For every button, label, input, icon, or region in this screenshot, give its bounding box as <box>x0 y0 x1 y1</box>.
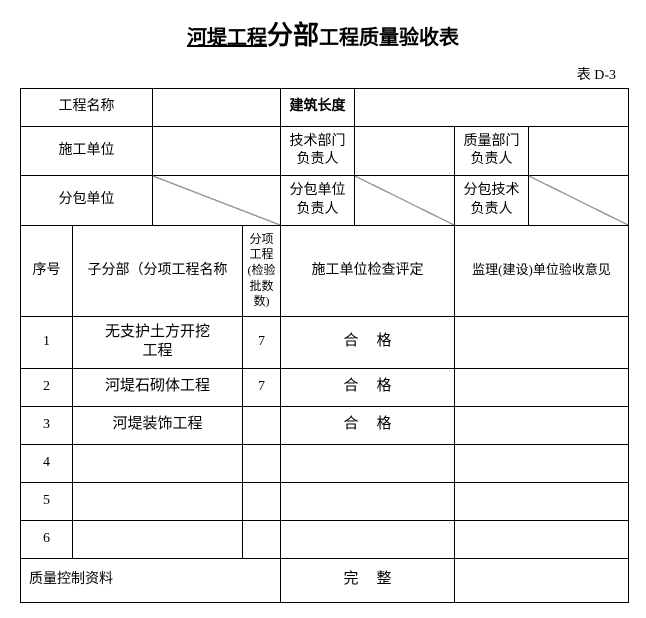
subcontract-tech-value <box>529 176 629 225</box>
subcontract-unit-value <box>153 176 281 225</box>
cell-check: 合格 <box>281 406 455 444</box>
col-check: 施工单位检查评定 <box>281 225 455 316</box>
cell-opinion <box>455 482 629 520</box>
table-row: 4 <box>21 444 629 482</box>
cell-batch: 7 <box>243 316 281 368</box>
cell-check <box>281 444 455 482</box>
cell-batch <box>243 482 281 520</box>
cell-name: 无支护土方开挖工程 <box>73 316 243 368</box>
cell-batch <box>243 406 281 444</box>
cell-name <box>73 520 243 558</box>
header-row-2: 施工单位 技术部门负责人 质量部门负责人 <box>21 127 629 176</box>
subcontract-unit-label: 分包单位 <box>21 176 153 225</box>
cell-name <box>73 444 243 482</box>
subcontract-tech-label: 分包技术负责人 <box>455 176 529 225</box>
building-length-label: 建筑长度 <box>281 89 355 127</box>
col-opinion: 监理(建设)单位验收意见 <box>455 225 629 316</box>
cell-opinion <box>455 406 629 444</box>
acceptance-table: 工程名称 建筑长度 施工单位 技术部门负责人 质量部门负责人 分包单位 分包单位… <box>20 88 629 603</box>
footer-row: 质量控制资料 完整 <box>21 558 629 602</box>
cell-check <box>281 520 455 558</box>
subcontract-unit-mgr-label: 分包单位负责人 <box>281 176 355 225</box>
quality-dept-value <box>529 127 629 176</box>
table-row: 6 <box>21 520 629 558</box>
page-title: 河堤工程分部工程质量验收表 <box>20 15 626 52</box>
cell-batch <box>243 520 281 558</box>
col-batch: 分项工程(检验批数数) <box>243 225 281 316</box>
tech-dept-value <box>355 127 455 176</box>
table-row: 2 河堤石砌体工程 7 合格 <box>21 368 629 406</box>
cell-name: 河堤装饰工程 <box>73 406 243 444</box>
col-name: 子分部（分项工程名称 <box>73 225 243 316</box>
table-code: 表 D-3 <box>20 64 626 84</box>
quality-control-label: 质量控制资料 <box>21 558 281 602</box>
construction-unit-value <box>153 127 281 176</box>
col-seq: 序号 <box>21 225 73 316</box>
cell-seq: 2 <box>21 368 73 406</box>
cell-batch: 7 <box>243 368 281 406</box>
cell-batch <box>243 444 281 482</box>
quality-control-opinion <box>455 558 629 602</box>
subcontract-unit-mgr-value <box>355 176 455 225</box>
title-part1: 河堤工程 <box>187 27 267 49</box>
cell-opinion <box>455 520 629 558</box>
project-name-label: 工程名称 <box>21 89 153 127</box>
cell-seq: 1 <box>21 316 73 368</box>
cell-seq: 3 <box>21 406 73 444</box>
table-row: 5 <box>21 482 629 520</box>
table-row: 1 无支护土方开挖工程 7 合格 <box>21 316 629 368</box>
header-row-3: 分包单位 分包单位负责人 分包技术负责人 <box>21 176 629 225</box>
column-header-row: 序号 子分部（分项工程名称 分项工程(检验批数数) 施工单位检查评定 监理(建设… <box>21 225 629 316</box>
cell-check: 合格 <box>281 368 455 406</box>
building-length-value <box>355 89 629 127</box>
table-row: 3 河堤装饰工程 合格 <box>21 406 629 444</box>
title-part2: 分部 <box>267 21 319 50</box>
cell-opinion <box>455 316 629 368</box>
quality-control-status: 完整 <box>281 558 455 602</box>
cell-name: 河堤石砌体工程 <box>73 368 243 406</box>
title-part3: 工程质量验收表 <box>319 27 459 49</box>
cell-seq: 5 <box>21 482 73 520</box>
header-row-1: 工程名称 建筑长度 <box>21 89 629 127</box>
cell-seq: 4 <box>21 444 73 482</box>
construction-unit-label: 施工单位 <box>21 127 153 176</box>
cell-opinion <box>455 368 629 406</box>
project-name-value <box>153 89 281 127</box>
cell-seq: 6 <box>21 520 73 558</box>
cell-check <box>281 482 455 520</box>
tech-dept-label: 技术部门负责人 <box>281 127 355 176</box>
cell-check: 合格 <box>281 316 455 368</box>
cell-opinion <box>455 444 629 482</box>
quality-dept-label: 质量部门负责人 <box>455 127 529 176</box>
cell-name <box>73 482 243 520</box>
